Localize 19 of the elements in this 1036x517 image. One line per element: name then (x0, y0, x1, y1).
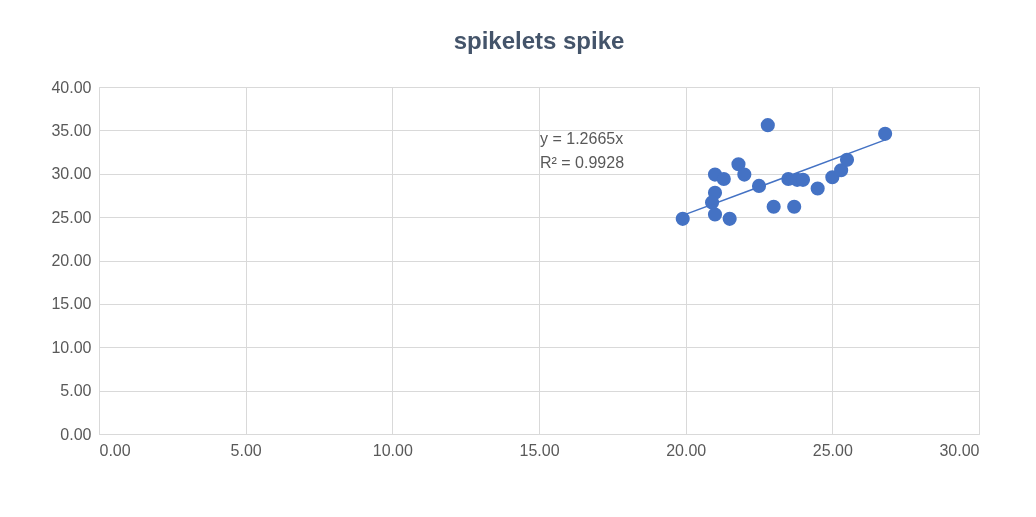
y-tick-label: 25.00 (51, 208, 92, 226)
y-tick-label: 20.00 (51, 252, 92, 269)
x-tick-label: 5.00 (230, 441, 262, 459)
x-tick-label: 30.00 (939, 441, 980, 459)
x-tick-label: 15.00 (519, 441, 560, 459)
y-tick-label: 5.00 (60, 382, 92, 400)
y-tick-label: 30.00 (51, 165, 92, 183)
y-tick-label: 10.00 (51, 338, 92, 356)
y-tick-label: 35.00 (51, 121, 92, 139)
y-tick-label: 0.00 (60, 425, 92, 443)
x-tick-label: 10.00 (372, 441, 413, 459)
y-tick-label: 15.00 (51, 295, 92, 313)
y-tick-label: 40.00 (51, 78, 92, 96)
x-tick-label: 20.00 (666, 441, 707, 459)
annotation: R² = 0.9928 (540, 154, 625, 171)
annotation: y = 1.2665x (540, 130, 624, 147)
chart-title: spikelets spike (453, 27, 625, 54)
x-tick-label: 25.00 (812, 441, 853, 459)
x-tick-label: 0.00 (99, 441, 131, 459)
